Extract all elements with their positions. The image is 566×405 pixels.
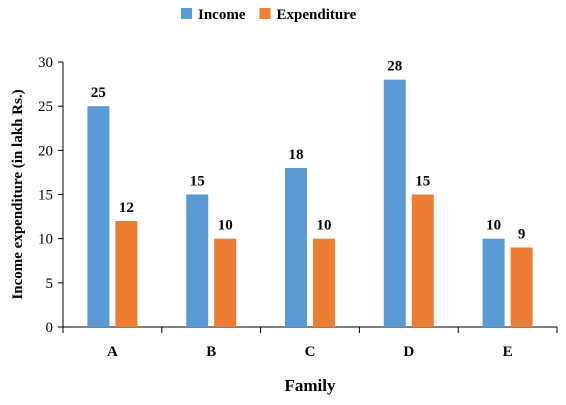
x-tick-label: D <box>403 344 414 360</box>
bar-expenditure-d <box>411 194 434 327</box>
bar-income-c <box>285 168 307 327</box>
data-label: 12 <box>119 200 134 216</box>
chart-legend: Income Expenditure <box>181 7 357 23</box>
bars-group <box>87 79 533 328</box>
bar-income-b <box>186 194 209 327</box>
x-tick-label: C <box>305 344 316 360</box>
bar-income-a <box>87 106 110 328</box>
data-label: 10 <box>317 218 332 234</box>
data-label: 10 <box>218 218 233 234</box>
data-label: 9 <box>518 227 526 243</box>
legend-label-income: Income <box>198 7 246 23</box>
bar-expenditure-c <box>313 238 335 327</box>
legend-label-expenditure: Expenditure <box>277 7 357 23</box>
data-label: 18 <box>289 147 304 163</box>
x-tick-label: A <box>107 344 118 360</box>
y-tick-label: 15 <box>38 188 53 204</box>
bar-expenditure-b <box>214 238 237 327</box>
data-label: 28 <box>387 59 402 75</box>
data-label: 15 <box>190 174 205 190</box>
y-axis-title: Income expenditure (in lakh Rs.) <box>10 89 26 299</box>
data-label: 10 <box>486 218 501 234</box>
bar-income-d <box>383 79 406 328</box>
y-tick-label: 5 <box>46 276 54 292</box>
x-tick-label: B <box>206 344 216 360</box>
data-label: 15 <box>415 174 430 190</box>
legend-swatch-income <box>181 8 192 19</box>
y-tick-label: 0 <box>46 320 54 336</box>
y-tick-label: 10 <box>38 232 53 248</box>
x-axis-title: Family <box>285 376 336 395</box>
x-axis: A B C D E <box>62 326 558 360</box>
bar-income-e <box>482 238 505 327</box>
bar-expenditure-e <box>510 247 533 327</box>
bar-expenditure-a <box>115 221 138 327</box>
y-tick-label: 30 <box>38 55 53 71</box>
y-tick-label: 20 <box>38 143 53 159</box>
y-tick-label: 25 <box>38 99 53 115</box>
y-axis: 0 5 10 15 20 25 30 <box>38 55 64 336</box>
legend-swatch-expenditure <box>259 8 271 19</box>
data-labels-group: 25 12 15 10 18 10 28 15 10 9 <box>91 59 525 243</box>
data-label: 25 <box>91 85 106 101</box>
x-tick-label: E <box>503 344 513 360</box>
